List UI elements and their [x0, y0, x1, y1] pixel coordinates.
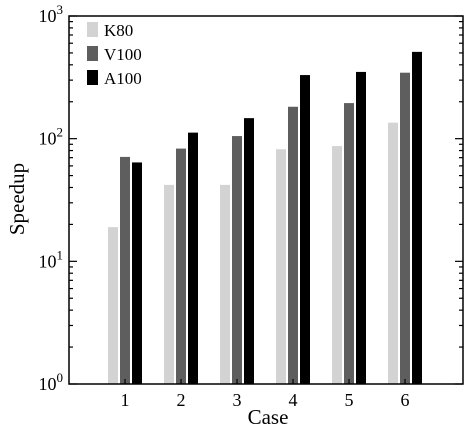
bar-v100-case-1: [120, 156, 130, 384]
x-tick-label-1: 1: [121, 390, 130, 410]
x-tick-label-4: 4: [289, 390, 298, 410]
bar-a100-case-1: [132, 162, 142, 384]
legend-label-v100: V100: [104, 45, 142, 64]
x-tick-label-2: 2: [177, 390, 186, 410]
legend-label-a100: A100: [104, 69, 142, 88]
bar-a100-case-4: [300, 75, 310, 384]
x-axis-label: Case: [248, 405, 289, 429]
bar-a100-case-5: [356, 71, 366, 385]
legend-swatch-a100: [87, 70, 98, 85]
axes-group: [68, 15, 464, 385]
y-tick-label-2: 102: [39, 125, 64, 149]
bar-v100-case-5: [344, 103, 354, 385]
y-tick-label-3: 103: [39, 2, 64, 26]
bar-k80-case-2: [164, 184, 174, 384]
legend-swatch-v100: [87, 46, 98, 61]
legend: K80 V100 A100: [87, 21, 142, 88]
bar-a100-case-3: [244, 118, 254, 385]
bar-k80-case-4: [276, 149, 286, 384]
plot-frame: [68, 15, 464, 385]
bar-v100-case-4: [288, 106, 298, 384]
bar-a100-case-2: [188, 132, 198, 384]
bar-v100-case-6: [400, 72, 410, 385]
y-axis-label: Speedup: [5, 163, 29, 235]
bar-k80-case-3: [220, 184, 230, 384]
legend-swatch-k80: [87, 22, 98, 37]
x-tick-label-6: 6: [401, 390, 410, 410]
x-tick-label-3: 3: [233, 390, 242, 410]
y-tick-label-0: 100: [39, 370, 64, 394]
bar-k80-case-5: [332, 146, 342, 384]
y-tick-label-1: 101: [39, 247, 64, 271]
bar-k80-case-1: [108, 227, 118, 384]
bar-v100-case-2: [176, 148, 186, 384]
x-tick-label-5: 5: [345, 390, 354, 410]
bars-group: [108, 51, 422, 385]
legend-label-k80: K80: [104, 21, 133, 40]
bar-a100-case-6: [412, 51, 422, 384]
bar-v100-case-3: [232, 136, 242, 384]
bar-k80-case-6: [388, 122, 398, 385]
ticks-group: 1 2 3 4 5 6 100 101 102 103: [39, 2, 463, 410]
